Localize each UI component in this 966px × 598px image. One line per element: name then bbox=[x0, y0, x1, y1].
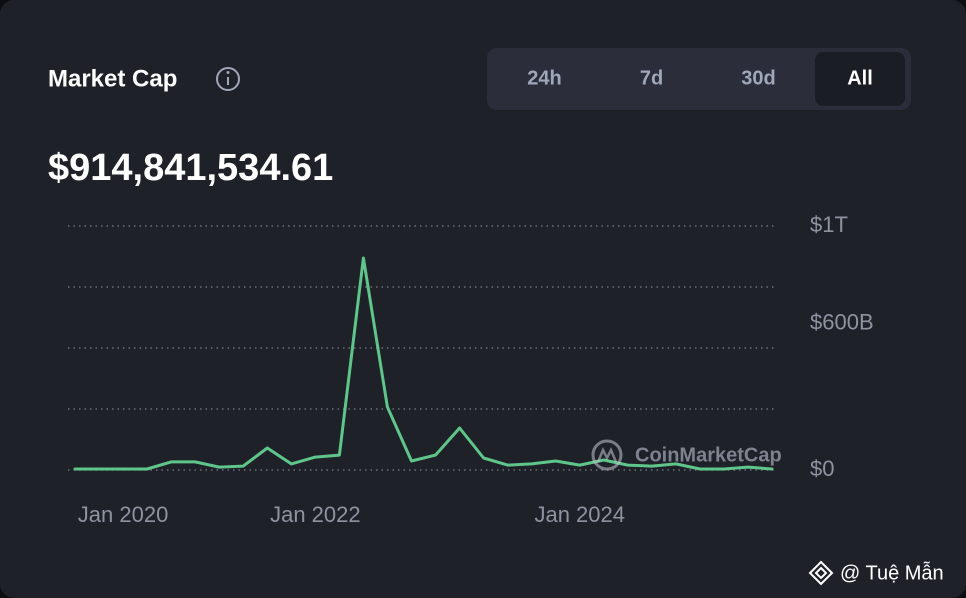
watermark-logo bbox=[591, 439, 623, 471]
tab[interactable]: All bbox=[847, 67, 873, 89]
line bbox=[73, 256, 774, 471]
tab[interactable]: 24h bbox=[527, 67, 561, 89]
tab[interactable]: 7d bbox=[640, 67, 663, 89]
x-tick-label: Jan 2022 bbox=[270, 502, 361, 527]
tab-active-bg bbox=[815, 52, 905, 106]
market-cap-value: $914,841,534.61 bbox=[48, 147, 333, 189]
y-tick-label: $600B bbox=[810, 309, 874, 334]
info-icon[interactable] bbox=[216, 67, 240, 91]
y-tick-label: $1T bbox=[810, 212, 848, 237]
tab-bar bbox=[487, 48, 911, 110]
tab[interactable]: 30d bbox=[741, 67, 775, 89]
credit: @ Tuệ Mẫn bbox=[840, 561, 944, 584]
credit-icon bbox=[808, 560, 834, 586]
x-tick-label: Jan 2020 bbox=[78, 502, 169, 527]
chart-title: Market Cap bbox=[48, 65, 177, 92]
y-tick-label: $0 bbox=[810, 456, 834, 481]
x-tick-label: Jan 2024 bbox=[534, 502, 625, 527]
watermark: CoinMarketCap bbox=[635, 444, 782, 466]
